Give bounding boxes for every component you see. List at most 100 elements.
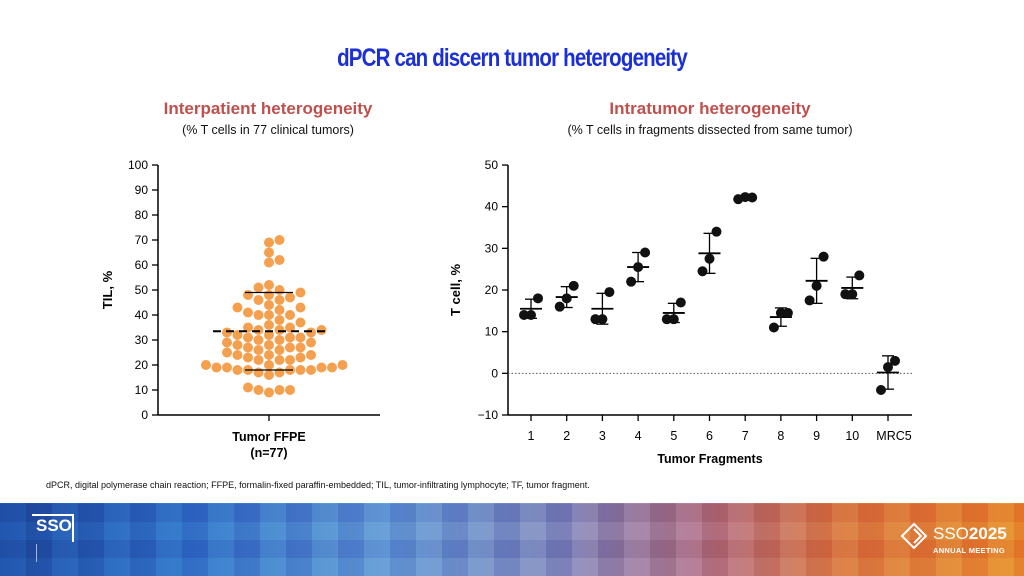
left-y-tick-label: 100 bbox=[128, 158, 148, 172]
right-panel-subheading: (% T cells in fragments dissected from s… bbox=[567, 123, 853, 137]
right-x-tick-label: 9 bbox=[813, 429, 820, 443]
right-data-point bbox=[840, 289, 851, 300]
left-data-point bbox=[243, 322, 253, 333]
sso2025-meeting: ANNUAL MEETING bbox=[933, 546, 1005, 555]
left-data-point bbox=[211, 362, 222, 373]
left-data-point bbox=[274, 367, 285, 378]
left-data-point bbox=[264, 387, 274, 398]
left-data-point bbox=[264, 370, 274, 380]
left-data-point bbox=[264, 310, 274, 320]
left-data-point bbox=[264, 237, 274, 248]
left-data-point bbox=[295, 317, 306, 328]
left-data-point bbox=[264, 320, 274, 330]
left-data-point bbox=[222, 327, 232, 338]
right-data-point bbox=[704, 253, 715, 264]
sso2025-mark-icon bbox=[900, 522, 928, 550]
left-x-category-label: Tumor FFPE bbox=[232, 430, 305, 444]
right-data-point bbox=[747, 192, 758, 203]
right-data-point bbox=[561, 293, 572, 304]
left-data-point bbox=[285, 310, 295, 320]
left-data-point bbox=[295, 302, 306, 313]
right-x-tick-label: 8 bbox=[777, 429, 784, 443]
sso2025-year: 2025 bbox=[968, 524, 1007, 543]
right-y-tick-label: 30 bbox=[485, 241, 499, 255]
right-y-tick-label: −10 bbox=[478, 408, 499, 422]
left-data-point bbox=[306, 350, 316, 360]
left-data-point bbox=[264, 290, 274, 300]
left-data-point bbox=[274, 285, 285, 295]
left-data-point bbox=[274, 315, 285, 325]
right-y-tick-label: 40 bbox=[485, 200, 499, 214]
right-data-point bbox=[711, 226, 722, 237]
left-data-point bbox=[274, 305, 285, 315]
left-data-point bbox=[264, 350, 274, 360]
left-data-point bbox=[295, 365, 306, 375]
right-data-point bbox=[818, 251, 829, 262]
right-data-point bbox=[604, 287, 615, 298]
left-data-point bbox=[253, 335, 264, 345]
right-x-tick-label: 1 bbox=[528, 429, 535, 443]
right-x-tick-label: 6 bbox=[706, 429, 713, 443]
left-data-point bbox=[295, 342, 306, 353]
left-data-point bbox=[274, 355, 285, 365]
left-data-point bbox=[306, 337, 316, 348]
left-data-point bbox=[295, 287, 306, 298]
left-y-tick-label: 10 bbox=[135, 383, 149, 397]
left-data-point bbox=[295, 332, 306, 343]
right-x-tick-label: 4 bbox=[635, 429, 642, 443]
left-data-point bbox=[264, 360, 274, 370]
left-data-point bbox=[243, 290, 253, 300]
right-data-point bbox=[626, 276, 637, 287]
left-y-tick-label: 80 bbox=[135, 208, 149, 222]
left-data-point bbox=[232, 350, 243, 360]
right-x-tick-label: 5 bbox=[670, 429, 677, 443]
left-data-point bbox=[285, 332, 295, 343]
left-data-point bbox=[274, 385, 285, 395]
left-data-point bbox=[243, 332, 253, 343]
banner-pattern bbox=[0, 503, 1024, 576]
right-data-point bbox=[661, 314, 672, 325]
left-data-point bbox=[222, 347, 232, 358]
left-data-point bbox=[253, 295, 264, 305]
left-y-tick-label: 70 bbox=[135, 233, 149, 247]
right-data-point bbox=[775, 307, 786, 318]
left-data-point bbox=[337, 360, 348, 370]
right-x-tick-label: 3 bbox=[599, 429, 606, 443]
left-data-point bbox=[243, 342, 253, 353]
left-data-point bbox=[274, 345, 285, 355]
left-data-point bbox=[253, 355, 264, 365]
right-data-point bbox=[876, 385, 886, 395]
left-data-point bbox=[232, 330, 243, 340]
right-data-point bbox=[890, 355, 900, 366]
left-data-point bbox=[274, 335, 285, 345]
left-y-tick-label: 0 bbox=[141, 408, 148, 422]
right-x-tick-label: 10 bbox=[845, 429, 859, 443]
right-y-tick-label: 0 bbox=[491, 366, 498, 380]
left-y-axis-title: TIL, % bbox=[100, 270, 115, 309]
footer-banner bbox=[0, 503, 1024, 576]
left-data-point bbox=[327, 362, 337, 373]
left-data-point bbox=[243, 352, 253, 363]
right-data-point bbox=[554, 301, 565, 312]
sso2025-name: SSO2025 bbox=[933, 524, 1007, 544]
left-data-point bbox=[264, 247, 274, 258]
left-y-tick-label: 60 bbox=[135, 258, 149, 272]
left-data-point bbox=[316, 362, 327, 373]
sso2025-logo: SSO2025 ANNUAL MEETING bbox=[900, 518, 1010, 564]
slide-title: dPCR can discern tumor heterogeneity bbox=[337, 44, 688, 72]
right-panel-heading: Intratumor heterogeneity bbox=[609, 99, 811, 118]
left-data-point bbox=[274, 325, 285, 335]
right-data-point bbox=[533, 293, 543, 304]
sso-logo-subtext bbox=[36, 544, 67, 562]
left-data-point bbox=[306, 365, 316, 375]
right-data-point bbox=[597, 314, 608, 325]
right-y-tick-label: 50 bbox=[485, 158, 499, 172]
right-data-point bbox=[526, 310, 536, 320]
right-data-point bbox=[782, 307, 793, 318]
left-data-point bbox=[295, 352, 306, 363]
left-y-tick-label: 90 bbox=[135, 183, 149, 197]
left-data-point bbox=[264, 340, 274, 350]
left-data-point bbox=[253, 385, 264, 395]
right-data-point bbox=[633, 262, 644, 273]
